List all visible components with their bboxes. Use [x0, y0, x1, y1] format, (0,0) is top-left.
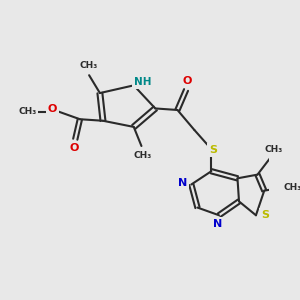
- Text: O: O: [69, 143, 78, 153]
- Text: CH₃: CH₃: [284, 183, 300, 192]
- Text: S: S: [209, 145, 217, 155]
- Text: CH₃: CH₃: [80, 61, 98, 70]
- Text: O: O: [183, 76, 192, 86]
- Text: CH₃: CH₃: [264, 145, 283, 154]
- Text: CH₃: CH₃: [18, 107, 37, 116]
- Text: S: S: [261, 210, 269, 220]
- Text: N: N: [213, 219, 222, 229]
- Text: O: O: [47, 104, 57, 114]
- Text: NH: NH: [134, 77, 151, 87]
- Text: CH₃: CH₃: [134, 151, 152, 160]
- Text: N: N: [178, 178, 187, 188]
- Text: CH₃: CH₃: [80, 62, 98, 71]
